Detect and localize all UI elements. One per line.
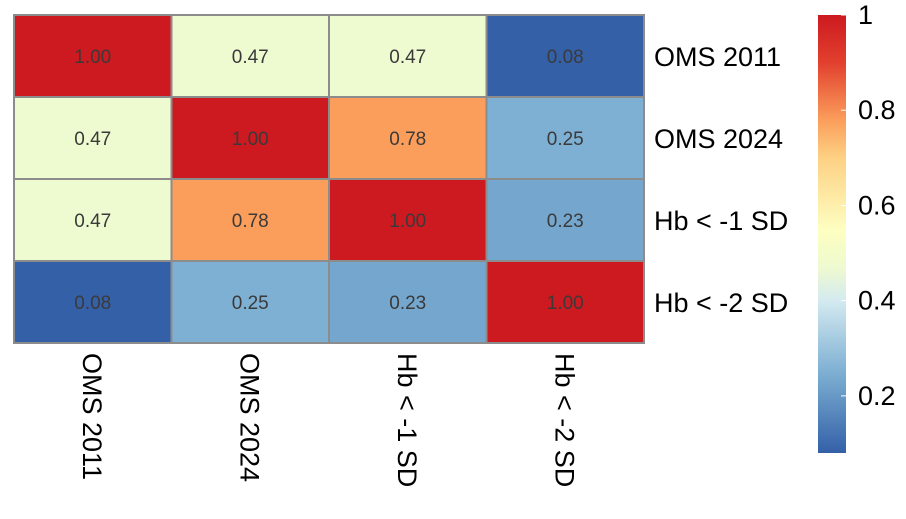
- heatmap-cell: [13, 14, 173, 98]
- heatmap-cell: [485, 260, 645, 344]
- cell-value-label: 0.47: [74, 211, 111, 232]
- heatmap-cell: [328, 14, 488, 98]
- column-labels: OMS 2011 OMS 2024 Hb < -1 SD Hb < -2 SD: [77, 353, 580, 487]
- column-label: OMS 2024: [234, 353, 264, 482]
- row-label: Hb < -1 SD: [654, 206, 788, 236]
- cell-value-label: 0.47: [232, 47, 269, 68]
- column-label: Hb < -2 SD: [549, 353, 579, 487]
- legend-tick-label: 0.8: [858, 95, 896, 125]
- row-label: OMS 2011: [654, 42, 781, 72]
- color-legend: 1 0.8 0.6 0.4 0.2: [818, 0, 896, 453]
- cell-value-label: 0.47: [74, 129, 111, 150]
- cell-value-label: 0.47: [389, 47, 426, 68]
- legend-tick-label: 0.4: [858, 286, 896, 316]
- heatmap-cell: [13, 260, 173, 344]
- column-label: Hb < -1 SD: [392, 353, 422, 487]
- legend-tick-label: 1: [858, 0, 873, 30]
- heatmap-cell: [485, 96, 645, 180]
- cell-value-label: 1.00: [547, 293, 584, 314]
- cell-value-label: 0.23: [547, 211, 584, 232]
- column-label: OMS 2011: [77, 353, 107, 480]
- legend-tick-label: 0.2: [858, 381, 896, 411]
- row-label: OMS 2024: [654, 124, 783, 154]
- heatmap-cell: [485, 14, 645, 98]
- legend-tick-label: 0.6: [858, 190, 896, 220]
- heatmap-cell: [170, 96, 330, 180]
- cell-value-label: 1.00: [389, 211, 426, 232]
- cell-value-label: 0.25: [547, 129, 584, 150]
- heatmap-cell: [170, 14, 330, 98]
- cell-value-label: 1.00: [74, 47, 111, 68]
- heatmap-cell: [485, 178, 645, 262]
- cell-value-label: 0.25: [232, 293, 269, 314]
- heatmap-cell: [170, 178, 330, 262]
- cell-value-label: 0.78: [389, 129, 426, 150]
- cell-value-label: 0.78: [232, 211, 269, 232]
- cell-value-label: 0.08: [74, 293, 111, 314]
- legend-color-bar: [818, 15, 846, 453]
- heatmap-cell: [170, 260, 330, 344]
- row-labels: OMS 2011 OMS 2024 Hb < -1 SD Hb < -2 SD: [654, 42, 788, 318]
- cell-value-label: 0.23: [389, 293, 426, 314]
- heatmap-cells: 1.00 0.47 0.47 0.08 0.47 1.00 0.78 0.25 0.47 0.78…: [13, 14, 645, 344]
- cell-value-label: 1.00: [232, 129, 269, 150]
- cell-value-label: 0.08: [547, 47, 584, 68]
- row-label: Hb < -2 SD: [654, 288, 788, 318]
